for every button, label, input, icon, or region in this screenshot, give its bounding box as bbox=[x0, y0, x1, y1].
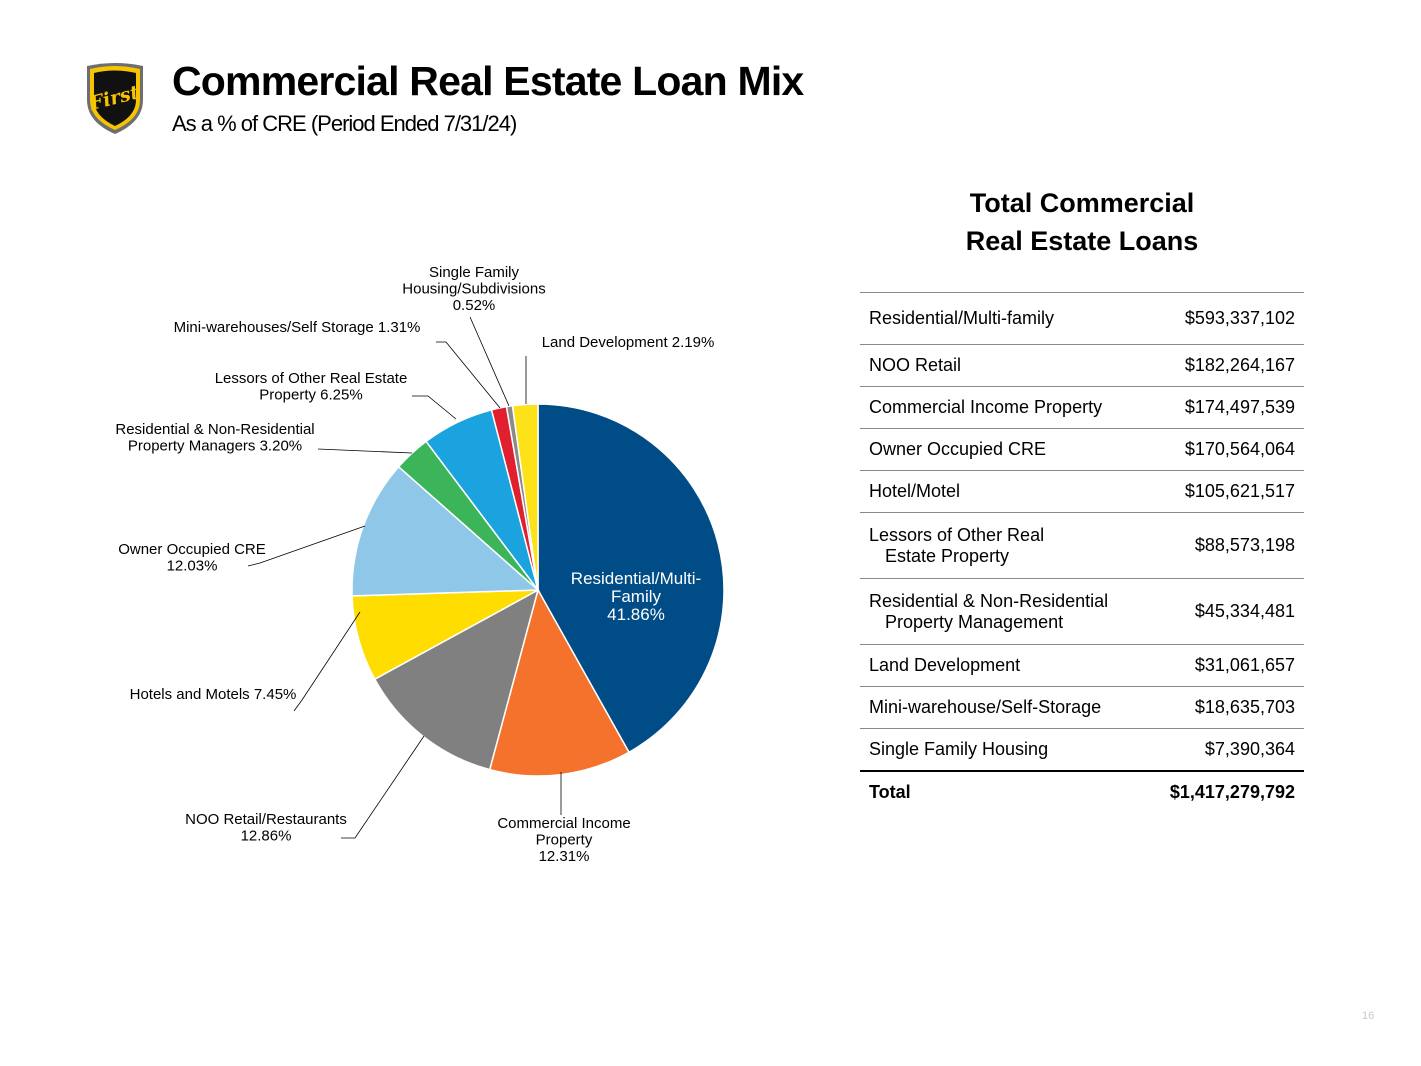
table-row: Hotel/Motel $105,621,517 bbox=[860, 470, 1304, 513]
pie-slice-10 bbox=[511, 403, 539, 591]
loan-category: Mini-warehouse/Self-Storage bbox=[869, 697, 1102, 717]
loan-amount: $31,061,657 bbox=[1194, 655, 1295, 675]
slice-label-line: 12.03% bbox=[167, 558, 218, 575]
loan-category: Land Development bbox=[869, 655, 1021, 675]
slice-label-3: NOO Retail/Restaurants 12.86% bbox=[185, 811, 347, 845]
pie-slice-3 bbox=[373, 588, 540, 771]
loan-category: Residential/Multi-family bbox=[869, 308, 1055, 328]
table-heading: Total Commercial Real Estate Loans bbox=[860, 184, 1304, 260]
slice-label-line: Mini-warehouses/Self Storage 1.31% bbox=[174, 319, 421, 336]
loan-amount: $182,264,167 bbox=[1184, 355, 1295, 375]
table-row: Commercial Income Property $174,497,539 bbox=[860, 386, 1304, 429]
loan-amount: $174,497,539 bbox=[1184, 397, 1295, 417]
loan-category: Residential & Non-Residential Property Ma… bbox=[869, 590, 1109, 632]
loan-category: Commercial Income Property bbox=[869, 397, 1103, 417]
leader-line-7 bbox=[412, 395, 457, 420]
slice-label-line: Owner Occupied CRE bbox=[118, 541, 266, 558]
loan-amount: $593,337,102 bbox=[1184, 308, 1295, 328]
slice-label-line: Residential/Multi- bbox=[571, 569, 701, 588]
slice-label-line: Property 6.25% bbox=[259, 387, 362, 404]
table-row: Lessors of Other Real Estate Property $88,… bbox=[860, 512, 1304, 579]
slice-label-line: 0.52% bbox=[453, 297, 496, 314]
table-heading-line2: Real Estate Loans bbox=[965, 226, 1199, 256]
table-total-row: Total $1,417,279,792 bbox=[860, 770, 1304, 813]
slice-label-line: 12.31% bbox=[539, 848, 590, 865]
slice-label-line: Property Managers 3.20% bbox=[128, 438, 302, 455]
loan-amount: $170,564,064 bbox=[1184, 439, 1295, 459]
cre-loans-table: Residential/Multi-family $593,337,102 NOO … bbox=[860, 292, 1304, 813]
slice-label-6: Residential & Non-Residential Property Ma… bbox=[115, 421, 314, 455]
cre-pie-chart: Residential/Multi-Family 41.86% Commercial… bbox=[115, 264, 725, 865]
slice-label-line: Family bbox=[611, 587, 662, 606]
loan-amount: $45,334,481 bbox=[1194, 601, 1295, 621]
table-row: Residential/Multi-family $593,337,102 bbox=[860, 292, 1304, 345]
pie-slice-1 bbox=[537, 403, 725, 754]
loan-category: NOO Retail bbox=[869, 355, 962, 375]
slice-label-7: Lessors of Other Real Estate Property 6.2… bbox=[215, 370, 408, 404]
table-row: Mini-warehouse/Self-Storage $18,635,703 bbox=[860, 686, 1304, 729]
loan-category: Hotel/Motel bbox=[869, 481, 961, 501]
slice-label-5: Owner Occupied CRE 12.03% bbox=[118, 541, 266, 575]
slice-label-line: Single Family bbox=[429, 264, 520, 281]
page-number: 16 bbox=[1362, 1010, 1375, 1022]
leader-line-4 bbox=[293, 611, 361, 712]
table-row: NOO Retail $182,264,167 bbox=[860, 344, 1304, 387]
leader-line-6 bbox=[317, 448, 413, 454]
loan-category: Owner Occupied CRE bbox=[869, 439, 1047, 459]
table-row: Land Development $31,061,657 bbox=[860, 644, 1304, 687]
loan-amount: $18,635,703 bbox=[1194, 697, 1295, 717]
loan-category: Lessors of Other Real Estate Property bbox=[869, 524, 1045, 566]
table-row: Owner Occupied CRE $170,564,064 bbox=[860, 428, 1304, 471]
loan-amount: $105,621,517 bbox=[1184, 481, 1295, 501]
slice-label-4: Hotels and Motels 7.45% bbox=[130, 686, 297, 703]
loan-amount: $88,573,198 bbox=[1194, 535, 1295, 555]
slice-label-1: Residential/Multi-Family 41.86% bbox=[571, 569, 701, 624]
slice-label-line: Residential & Non-Residential bbox=[115, 421, 314, 438]
table-heading-line1: Total Commercial bbox=[969, 188, 1195, 218]
bank-logo: First bbox=[87, 63, 143, 134]
slice-label-line: Land Development 2.19% bbox=[542, 334, 715, 351]
slice-label-line: 41.86% bbox=[607, 605, 665, 624]
loan-amount: $7,390,364 bbox=[1204, 738, 1295, 759]
table-row: Residential & Non-Residential Property Ma… bbox=[860, 578, 1304, 645]
slice-label-8: Mini-warehouses/Self Storage 1.31% bbox=[174, 319, 421, 336]
slice-label-line: Housing/Subdivisions bbox=[402, 281, 545, 298]
total-amount: $1,417,279,792 bbox=[1169, 781, 1295, 802]
leader-line-3 bbox=[341, 735, 425, 839]
slice-label-line: Lessors of Other Real Estate bbox=[215, 370, 408, 387]
loan-category: Single Family Housing bbox=[869, 738, 1049, 759]
slice-label-line: Property bbox=[536, 832, 593, 849]
slice-label-line: 12.86% bbox=[241, 828, 292, 845]
slice-label-line: Hotels and Motels 7.45% bbox=[130, 686, 297, 703]
leader-line-8 bbox=[436, 341, 501, 409]
slice-label-line: Commercial Income bbox=[497, 815, 630, 832]
total-label: Total bbox=[869, 781, 911, 802]
slice-label-9: Single Family Housing/Subdivisions 0.52% bbox=[402, 264, 545, 314]
slice-label-2: Commercial Income Property 12.31% bbox=[497, 815, 630, 865]
leader-line-5 bbox=[247, 525, 366, 567]
page-title: Commercial Real Estate Loan Mix bbox=[172, 58, 804, 104]
leader-line-9 bbox=[469, 316, 510, 407]
page-subtitle: As a % of CRE (Period Ended 7/31/24) bbox=[172, 111, 517, 136]
table-row: Single Family Housing $7,390,364 bbox=[860, 728, 1304, 771]
slice-label-10: Land Development 2.19% bbox=[542, 334, 715, 351]
slice-label-line: NOO Retail/Restaurants bbox=[185, 811, 347, 828]
